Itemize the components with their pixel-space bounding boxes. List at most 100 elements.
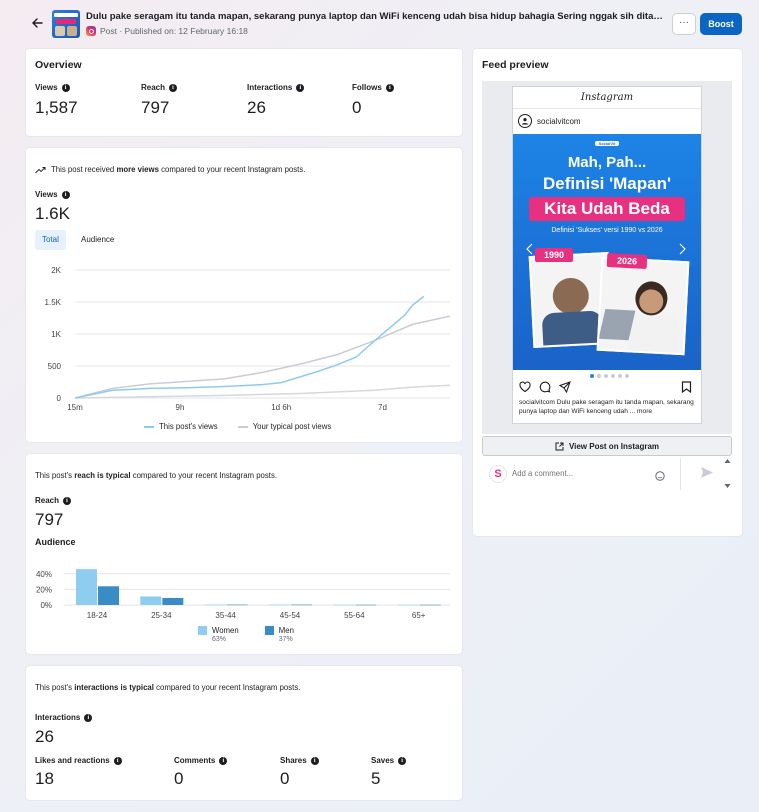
legend-percent: 37% [278, 636, 293, 643]
metric-value: 0 [280, 769, 290, 788]
carousel-dots [590, 374, 629, 378]
trending-up-icon [35, 166, 46, 173]
audience-bar-chart: 0% 20% 40% 18-24 25-34 35-44 45-54 55-64 65+ [36, 569, 450, 620]
reach-value: 797 [35, 510, 64, 529]
x-tick-label: 9h [176, 403, 185, 412]
overview-card: Overview Views i 1,587 Reach i 797 Interac… [26, 49, 462, 136]
info-icon[interactable]: i [61, 83, 70, 92]
post-published-text: Post · Published on: 12 February 16:18 [100, 26, 248, 36]
reach-card: This post's reach is typical compared to… [26, 454, 462, 654]
bar [162, 597, 184, 605]
views-value: 1.6K [35, 204, 70, 223]
info-icon[interactable]: i [296, 83, 305, 92]
views-legend: This post's views Your typical post view… [144, 422, 331, 431]
info-icon[interactable]: i [219, 756, 228, 765]
note-bold: reach is typical [74, 471, 131, 480]
view-on-instagram-button[interactable]: View Post on Instagram [482, 436, 732, 456]
legend-label: Men [278, 626, 294, 635]
x-tick-label: 65+ [412, 611, 426, 620]
metric-value: 797 [141, 98, 170, 117]
info-icon[interactable]: i [310, 756, 319, 765]
metric-likes: Likes and reactions i 18 [35, 756, 122, 789]
send-icon[interactable] [559, 381, 571, 393]
legend-swatch [264, 626, 274, 635]
scroll-up-icon[interactable] [724, 458, 731, 464]
views-label: Views [35, 190, 58, 199]
metric-label: Interactions [247, 83, 293, 92]
y-tick-label: 0% [40, 601, 52, 610]
bookmark-icon[interactable] [681, 381, 692, 393]
note-text: This post's [35, 471, 75, 480]
metric-label: Views [35, 83, 58, 92]
info-icon[interactable]: i [113, 756, 122, 765]
reach-label: Reach [35, 496, 60, 505]
series-line [74, 295, 425, 399]
legend-label: This post's views [159, 422, 218, 431]
metric-label: Shares [280, 756, 307, 765]
series-line [74, 384, 451, 399]
chevron-right-icon[interactable] [677, 242, 687, 256]
boost-button[interactable]: Boost [700, 13, 742, 35]
metric-reach: Reach i 797 [141, 83, 178, 118]
note-bold: more views [116, 165, 159, 174]
promo-brand: SocialVit [595, 141, 619, 146]
instagram-app-name: Instagram [580, 92, 634, 103]
tab-audience[interactable]: Audience [81, 235, 115, 244]
metric-label: Likes and reactions [35, 756, 110, 765]
account-name[interactable]: socialvitcom [537, 117, 581, 126]
bar [355, 604, 377, 606]
post-actions [519, 381, 571, 393]
audience-title: Audience [35, 537, 76, 547]
post-thumbnail [52, 10, 80, 38]
info-icon[interactable]: i [61, 190, 70, 199]
feed-preview-title: Feed preview [482, 59, 549, 71]
x-tick-label: 55-64 [344, 611, 365, 620]
view-button-label: View Post on Instagram [568, 441, 660, 451]
audience-legend: Women 63% Men 37% [198, 626, 294, 643]
legend-label: Women [212, 626, 239, 635]
info-icon[interactable]: i [63, 496, 72, 505]
comment-input[interactable] [512, 465, 652, 481]
y-tick-label: 1K [51, 330, 61, 339]
bar [419, 604, 441, 606]
metric-interactions: Interactions i 26 [247, 83, 305, 118]
bar [98, 586, 119, 605]
legend-percent: 63% [212, 636, 227, 643]
instagram-icon [86, 26, 96, 36]
info-icon[interactable]: i [169, 83, 178, 92]
more-options-button[interactable]: ··· [672, 13, 696, 35]
interactions-label: Interactions [35, 713, 81, 722]
send-comment-icon[interactable] [700, 466, 714, 479]
info-icon[interactable]: i [385, 83, 394, 92]
views-line-chart: 0 500 1K 1.5K 2K 15m 9h 1d 6h 7d [45, 266, 451, 412]
chevron-left-icon[interactable] [525, 242, 535, 256]
scroll-down-icon[interactable] [724, 483, 731, 489]
heart-icon[interactable] [519, 381, 531, 393]
x-tick-label: 18-24 [87, 611, 108, 620]
legend-item: This post's views [144, 422, 218, 431]
page-header: Dulu pake seragam itu tanda mapan, sekar… [0, 0, 759, 48]
series-line [74, 315, 451, 399]
reach-comparison-note: This post's reach is typical compared to… [35, 471, 277, 480]
reach-label-row: Reach i [35, 496, 72, 505]
emoji-icon[interactable] [655, 471, 665, 481]
account-avatar[interactable] [518, 114, 532, 128]
note-text: compared to your recent Instagram posts. [130, 471, 278, 480]
info-icon[interactable]: i [84, 713, 93, 722]
info-icon[interactable]: i [398, 756, 407, 765]
tag-2026: 2026 [606, 252, 648, 270]
x-tick-label: 35-44 [215, 611, 236, 620]
comment-icon[interactable] [539, 381, 551, 393]
back-button[interactable] [28, 14, 46, 32]
comment-box: S [482, 458, 732, 490]
bar [291, 604, 312, 606]
bar [204, 604, 226, 606]
external-link-icon [555, 442, 564, 450]
tab-total[interactable]: Total [35, 230, 66, 250]
bar [226, 604, 248, 606]
metric-value: 5 [371, 769, 381, 788]
photo-2026 [596, 256, 690, 356]
post-image: SocialVit Mah, Pah... Definisi 'Mapan' K… [513, 134, 701, 370]
metric-label: Saves [371, 756, 395, 765]
y-tick-label: 1.5K [45, 298, 62, 307]
